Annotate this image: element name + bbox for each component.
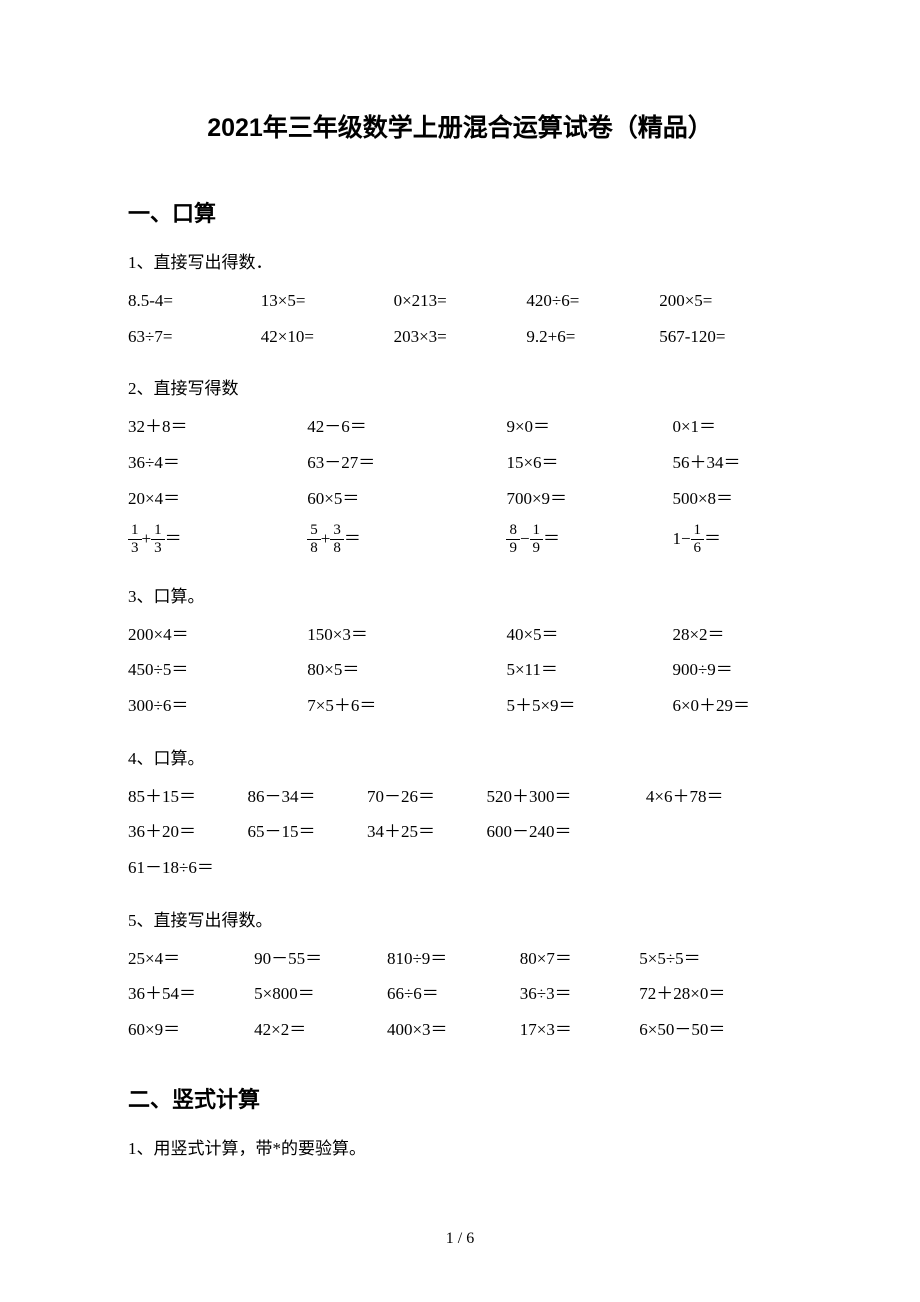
- cell: 520＋300＝: [487, 779, 646, 815]
- q4-label: 4、口算。: [128, 744, 792, 769]
- cell: 6×0＋29＝: [672, 688, 792, 724]
- q4-last-cell: 61－18÷6＝: [128, 850, 792, 886]
- fraction-cell: 13+13＝: [128, 516, 307, 561]
- cell: 9×0＝: [506, 409, 672, 445]
- cell: 17×3＝: [520, 1012, 640, 1048]
- data-row: 20×4＝60×5＝700×9＝500×8＝: [128, 481, 792, 517]
- cell: 42×2＝: [254, 1012, 387, 1048]
- cell: 42×10=: [261, 319, 394, 355]
- cell: 8.5-4=: [128, 283, 261, 319]
- cell: 36÷3＝: [520, 976, 640, 1012]
- cell: 810÷9＝: [387, 941, 520, 977]
- section-1-heading: 一、口算: [128, 196, 792, 228]
- q5-rows: 25×4＝90－55＝810÷9＝80×7＝5×5÷5＝36＋54＝5×800＝…: [128, 941, 792, 1048]
- page-title: 2021年三年级数学上册混合运算试卷（精品）: [128, 108, 792, 144]
- cell: 150×3＝: [307, 617, 506, 653]
- cell: 36÷4＝: [128, 445, 307, 481]
- q1-label: 1、直接写出得数．: [128, 248, 792, 273]
- cell: 400×3＝: [387, 1012, 520, 1048]
- cell: 34＋25＝: [367, 814, 487, 850]
- cell: 450÷5＝: [128, 652, 307, 688]
- cell: 600－240＝: [487, 814, 646, 850]
- cell: 85＋15＝: [128, 779, 248, 815]
- data-row: 200×4＝150×3＝40×5＝28×2＝: [128, 617, 792, 653]
- q5-label: 5、直接写出得数。: [128, 906, 792, 931]
- cell: 6×50－50＝: [639, 1012, 792, 1048]
- q1-rows: 8.5-4=13×5=0×213=420÷6=200×5=63÷7=42×10=…: [128, 283, 792, 354]
- cell: 65－15＝: [248, 814, 368, 850]
- cell: 5×11＝: [506, 652, 672, 688]
- s2-q1-label: 1、用竖式计算，带*的要验算。: [128, 1134, 792, 1159]
- data-row: 36÷4＝63－27＝15×6＝56＋34＝: [128, 445, 792, 481]
- cell: 36＋54＝: [128, 976, 254, 1012]
- cell: 90－55＝: [254, 941, 387, 977]
- data-row: 8.5-4=13×5=0×213=420÷6=200×5=: [128, 283, 792, 319]
- cell: 86－34＝: [248, 779, 368, 815]
- fraction-cell: 1−16＝: [672, 516, 792, 561]
- cell: 32＋8＝: [128, 409, 307, 445]
- q2-rows: 32＋8＝42－6＝9×0＝0×1＝36÷4＝63－27＝15×6＝56＋34＝…: [128, 409, 792, 516]
- data-row: 63÷7=42×10=203×3=9.2+6=567-120=: [128, 319, 792, 355]
- cell: 13×5=: [261, 283, 394, 319]
- cell: 40×5＝: [506, 617, 672, 653]
- q2-label: 2、直接写得数: [128, 374, 792, 399]
- cell: 4×6＋78＝: [646, 779, 792, 815]
- cell: 200×5=: [659, 283, 792, 319]
- data-row: 32＋8＝42－6＝9×0＝0×1＝: [128, 409, 792, 445]
- cell: 70－26＝: [367, 779, 487, 815]
- cell: 203×3=: [394, 319, 527, 355]
- q3-rows: 200×4＝150×3＝40×5＝28×2＝450÷5＝80×5＝5×11＝90…: [128, 617, 792, 724]
- cell: 200×4＝: [128, 617, 307, 653]
- cell: 72＋28×0＝: [639, 976, 792, 1012]
- cell: 63÷7=: [128, 319, 261, 355]
- cell: 0×213=: [394, 283, 527, 319]
- cell: 66÷6＝: [387, 976, 520, 1012]
- cell: 500×8＝: [672, 481, 792, 517]
- data-row: 300÷6＝7×5＋6＝5＋5×9＝6×0＋29＝: [128, 688, 792, 724]
- data-row: 25×4＝90－55＝810÷9＝80×7＝5×5÷5＝: [128, 941, 792, 977]
- data-row: 60×9＝42×2＝400×3＝17×3＝6×50－50＝: [128, 1012, 792, 1048]
- fraction-cell: 89−19＝: [506, 516, 672, 561]
- cell: 80×7＝: [520, 941, 640, 977]
- data-row: 450÷5＝80×5＝5×11＝900÷9＝: [128, 652, 792, 688]
- page-footer: 1 / 6: [0, 1230, 920, 1248]
- cell: 15×6＝: [506, 445, 672, 481]
- fraction-cell: 58+38＝: [307, 516, 506, 561]
- cell: 9.2+6=: [526, 319, 659, 355]
- cell: 42－6＝: [307, 409, 506, 445]
- cell: 25×4＝: [128, 941, 254, 977]
- cell: 420÷6=: [526, 283, 659, 319]
- cell: 300÷6＝: [128, 688, 307, 724]
- cell: [646, 814, 792, 850]
- cell: 63－27＝: [307, 445, 506, 481]
- cell: 7×5＋6＝: [307, 688, 506, 724]
- data-row: 36＋20＝65－15＝34＋25＝600－240＝: [128, 814, 792, 850]
- q3-label: 3、口算。: [128, 582, 792, 607]
- worksheet-page: 2021年三年级数学上册混合运算试卷（精品） 一、口算 1、直接写出得数． 8.…: [0, 0, 920, 1302]
- cell: 0×1＝: [672, 409, 792, 445]
- cell: 60×9＝: [128, 1012, 254, 1048]
- section-2-heading: 二、竖式计算: [128, 1082, 792, 1114]
- cell: 80×5＝: [307, 652, 506, 688]
- cell: 20×4＝: [128, 481, 307, 517]
- cell: 567-120=: [659, 319, 792, 355]
- cell: 5×5÷5＝: [639, 941, 792, 977]
- cell: 900÷9＝: [672, 652, 792, 688]
- cell: 56＋34＝: [672, 445, 792, 481]
- q2-fraction-row: 13+13＝58+38＝89−19＝1−16＝: [128, 516, 792, 561]
- data-row: 85＋15＝86－34＝70－26＝520＋300＝4×6＋78＝: [128, 779, 792, 815]
- cell: 28×2＝: [672, 617, 792, 653]
- cell: 700×9＝: [506, 481, 672, 517]
- data-row: 36＋54＝5×800＝66÷6＝36÷3＝72＋28×0＝: [128, 976, 792, 1012]
- cell: 36＋20＝: [128, 814, 248, 850]
- q4-rows: 85＋15＝86－34＝70－26＝520＋300＝4×6＋78＝36＋20＝6…: [128, 779, 792, 850]
- q4-last-row: 61－18÷6＝: [128, 850, 792, 886]
- cell: 5×800＝: [254, 976, 387, 1012]
- cell: 60×5＝: [307, 481, 506, 517]
- cell: 5＋5×9＝: [506, 688, 672, 724]
